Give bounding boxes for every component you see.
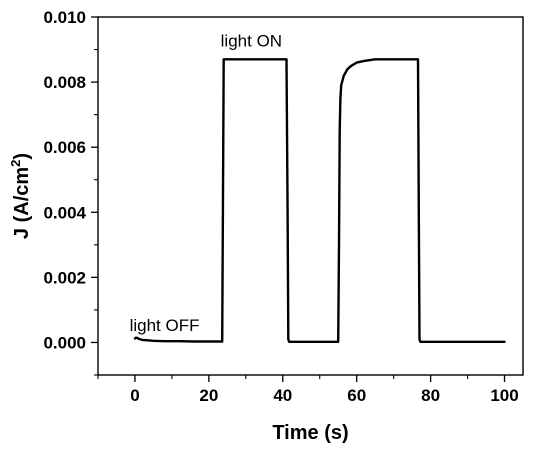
x-tick-label: 40	[273, 386, 292, 405]
annotation-label: light ON	[221, 31, 282, 50]
y-tick-label: 0.004	[43, 203, 86, 222]
plot-frame	[97, 16, 524, 376]
y-axis-title-superscript: 2	[8, 160, 23, 167]
x-tick-label: 100	[490, 386, 518, 405]
x-tick-label: 60	[347, 386, 366, 405]
y-tick-label: 0.006	[43, 138, 86, 157]
y-tick-label: 0.008	[43, 73, 86, 92]
series-line	[133, 58, 506, 343]
x-axis-title: Time (s)	[272, 422, 348, 444]
y-tick-label: 0.002	[43, 268, 86, 287]
y-axis-title-close: )	[11, 153, 33, 160]
y-tick-label: 0.000	[43, 333, 86, 352]
y-tick-label: 0.010	[43, 8, 86, 27]
x-tick-label: 80	[421, 386, 440, 405]
y-axis-title-main: J (A/cm	[11, 167, 33, 239]
annotation-label: light OFF	[130, 316, 200, 335]
x-tick-label: 0	[130, 386, 139, 405]
y-axis-title: J (A/cm2)	[8, 153, 33, 239]
x-tick-label: 20	[199, 386, 218, 405]
